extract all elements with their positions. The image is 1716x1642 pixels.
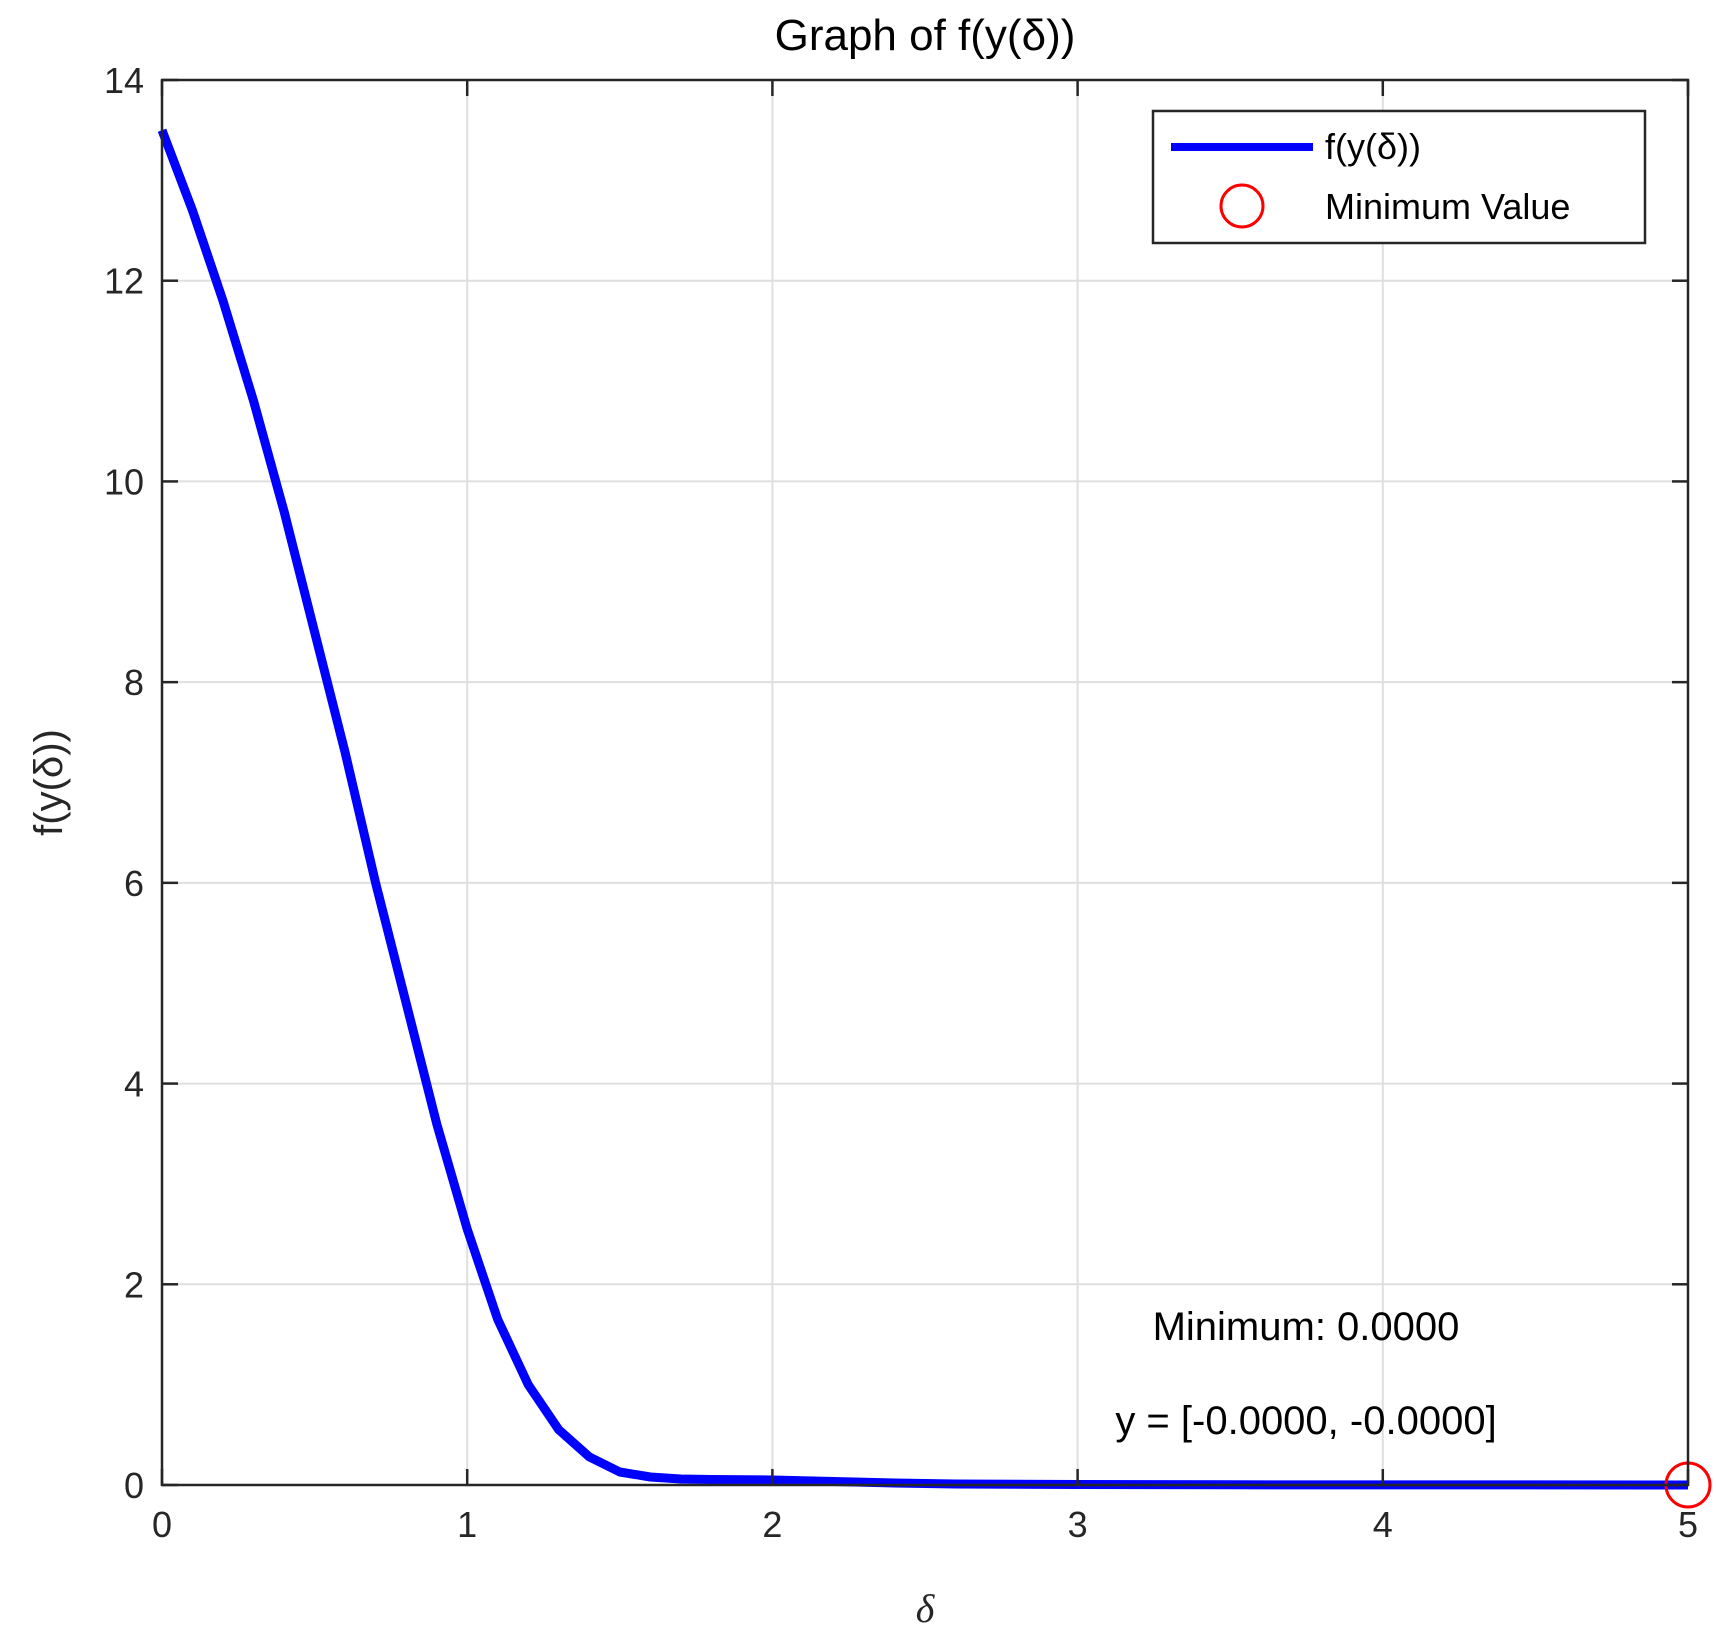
x-tick-label: 1 [457, 1504, 477, 1545]
x-tick-label: 4 [1373, 1504, 1393, 1545]
chart-title: Graph of f(y(δ)) [775, 11, 1076, 60]
y-tick-label: 12 [104, 261, 144, 302]
y-tick-label: 0 [124, 1465, 144, 1506]
annotation-y-value: y = [-0.0000, -0.0000] [1115, 1399, 1496, 1443]
legend-label-series: f(y(δ)) [1325, 126, 1421, 167]
y-tick-label: 14 [104, 60, 144, 101]
x-tick-label: 3 [1068, 1504, 1088, 1545]
y-tick-label: 6 [124, 863, 144, 904]
legend-label-minimum: Minimum Value [1325, 186, 1570, 227]
legend: f(y(δ)) Minimum Value [1151, 109, 1647, 245]
x-tick-label: 0 [152, 1504, 172, 1545]
legend-swatch-marker [1219, 183, 1265, 229]
plot-frame [160, 78, 1690, 1487]
y-tick-label: 10 [104, 461, 144, 502]
y-tick-label: 4 [124, 1064, 144, 1105]
ticks [160, 78, 1690, 1487]
x-axis-label: δ [916, 1586, 936, 1631]
annotation-minimum: Minimum: 0.0000 [1153, 1305, 1460, 1349]
y-tick-label: 2 [124, 1264, 144, 1305]
x-tick-label: 2 [762, 1504, 782, 1545]
plot-area [162, 80, 1688, 1485]
legend-box [1151, 109, 1647, 245]
y-tick-label: 8 [124, 662, 144, 703]
x-tick-label: 5 [1678, 1504, 1698, 1545]
y-axis-label: f(y(δ)) [27, 729, 71, 836]
